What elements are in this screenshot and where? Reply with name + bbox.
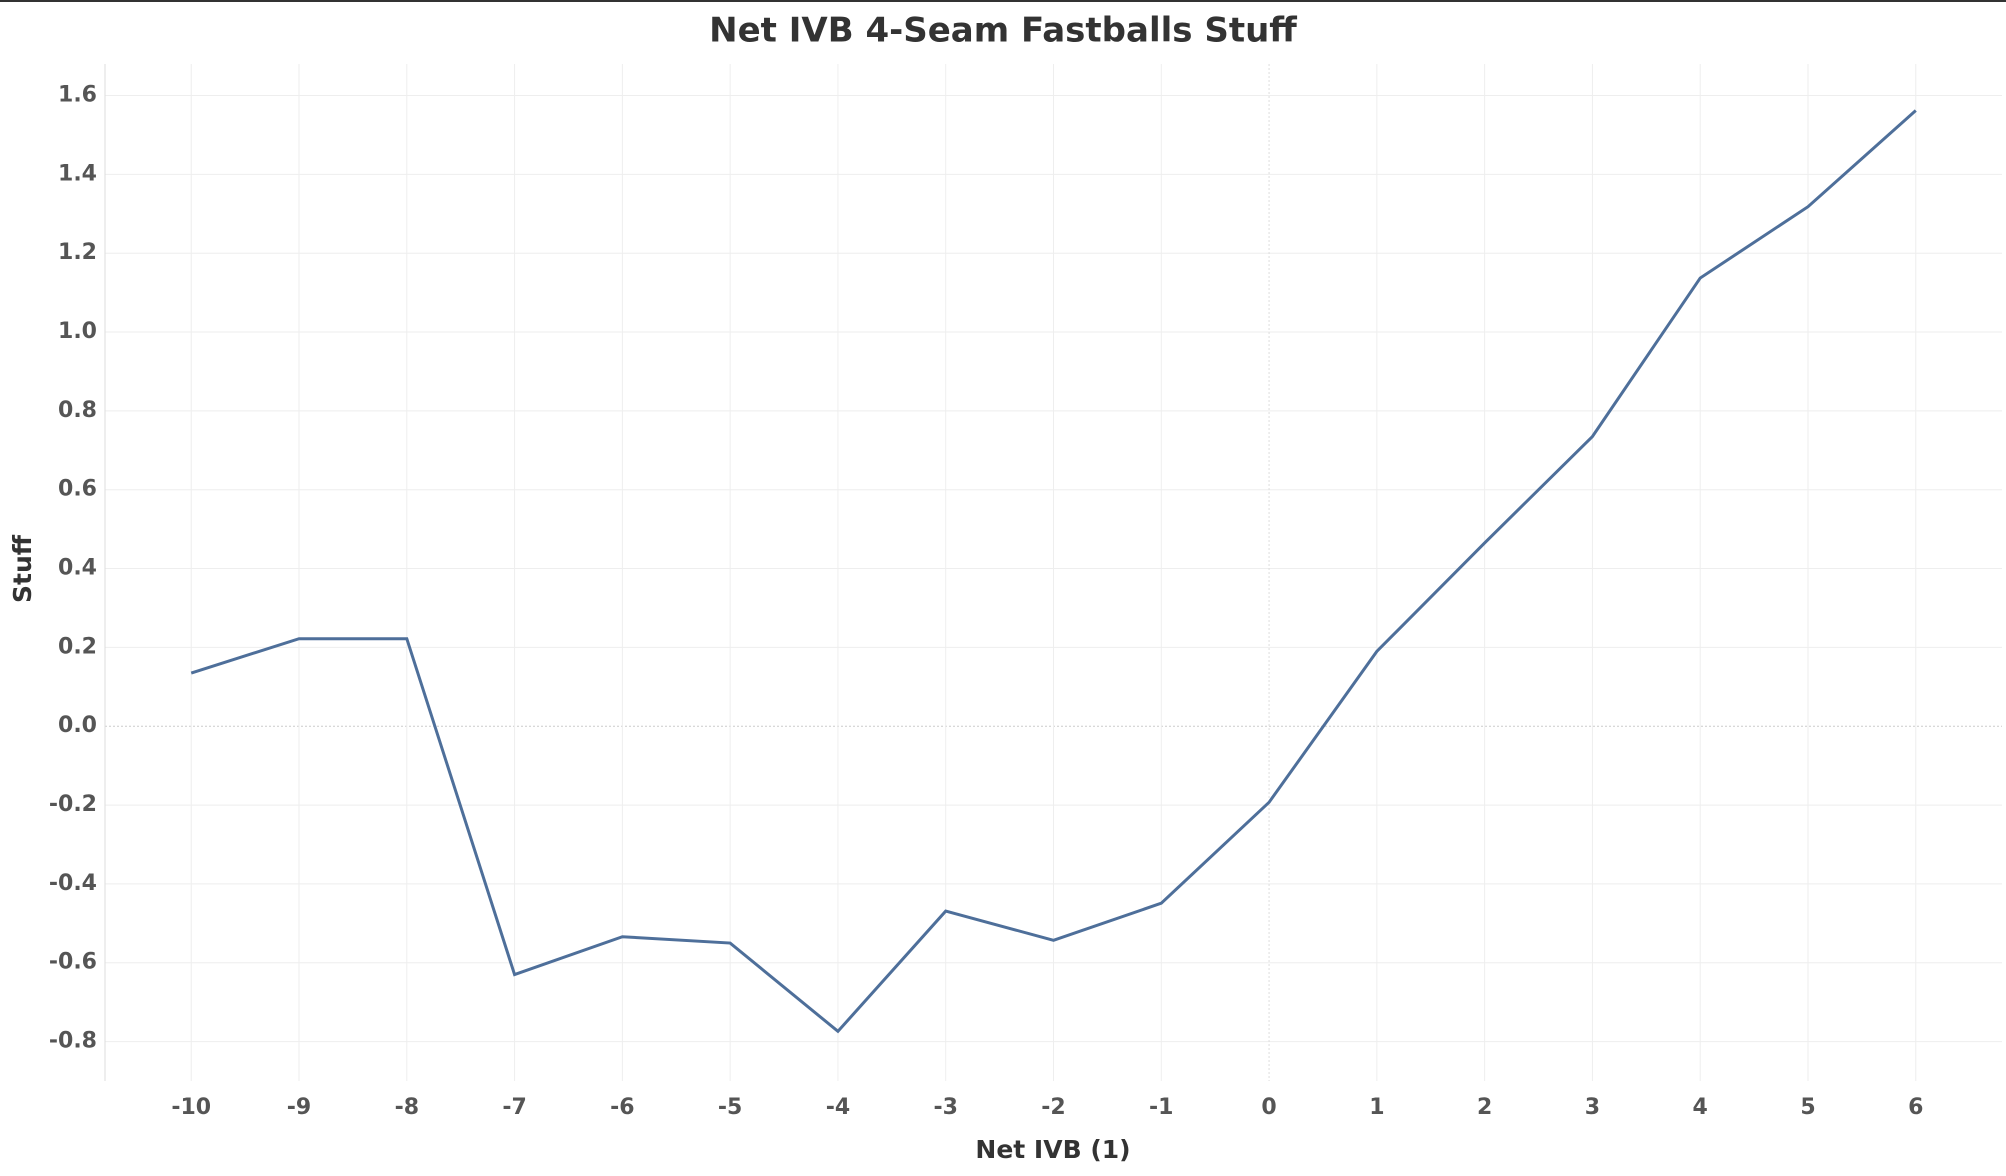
x-tick-label: -1 bbox=[1149, 1095, 1173, 1120]
y-tick-label: -0.8 bbox=[49, 1029, 97, 1054]
x-tick-label: 2 bbox=[1477, 1095, 1492, 1120]
x-tick-label: -8 bbox=[395, 1095, 419, 1120]
x-tick-label: -4 bbox=[826, 1095, 850, 1120]
x-tick-label: -6 bbox=[610, 1095, 634, 1120]
y-tick-label: -0.2 bbox=[49, 792, 97, 817]
x-tick-label: -2 bbox=[1041, 1095, 1065, 1120]
y-tick-label: 1.4 bbox=[58, 161, 97, 186]
x-tick-label: 4 bbox=[1693, 1095, 1708, 1120]
y-tick-label: 0.8 bbox=[58, 398, 97, 423]
x-tick-label: -9 bbox=[287, 1095, 311, 1120]
x-tick-label: 1 bbox=[1369, 1095, 1384, 1120]
y-tick-label: -0.6 bbox=[49, 950, 97, 975]
x-tick-label: -10 bbox=[171, 1095, 211, 1120]
y-tick-label: -0.4 bbox=[49, 871, 97, 896]
x-tick-label: -7 bbox=[502, 1095, 526, 1120]
y-tick-label: 0.4 bbox=[58, 556, 97, 581]
y-tick-label: 0.6 bbox=[58, 477, 97, 502]
x-tick-label: 3 bbox=[1585, 1095, 1600, 1120]
x-tick-label: 0 bbox=[1261, 1095, 1276, 1120]
chart-title: Net IVB 4-Seam Fastballs Stuff bbox=[709, 11, 1297, 51]
y-tick-label: 0.2 bbox=[58, 634, 97, 659]
y-tick-label: 0.0 bbox=[58, 713, 97, 738]
y-tick-label: 1.0 bbox=[58, 319, 97, 344]
x-tick-label: 5 bbox=[1800, 1095, 1815, 1120]
line-series bbox=[190, 109, 1917, 1034]
x-tick-label: -3 bbox=[933, 1095, 957, 1120]
y-tick-label: 1.2 bbox=[58, 240, 97, 265]
y-tick-label: 1.6 bbox=[58, 83, 97, 108]
y-axis-label: Stuff bbox=[8, 534, 37, 603]
x-tick-label: 6 bbox=[1908, 1095, 1923, 1120]
x-tick-label: -5 bbox=[718, 1095, 742, 1120]
x-axis-label: Net IVB (1) bbox=[975, 1135, 1130, 1164]
